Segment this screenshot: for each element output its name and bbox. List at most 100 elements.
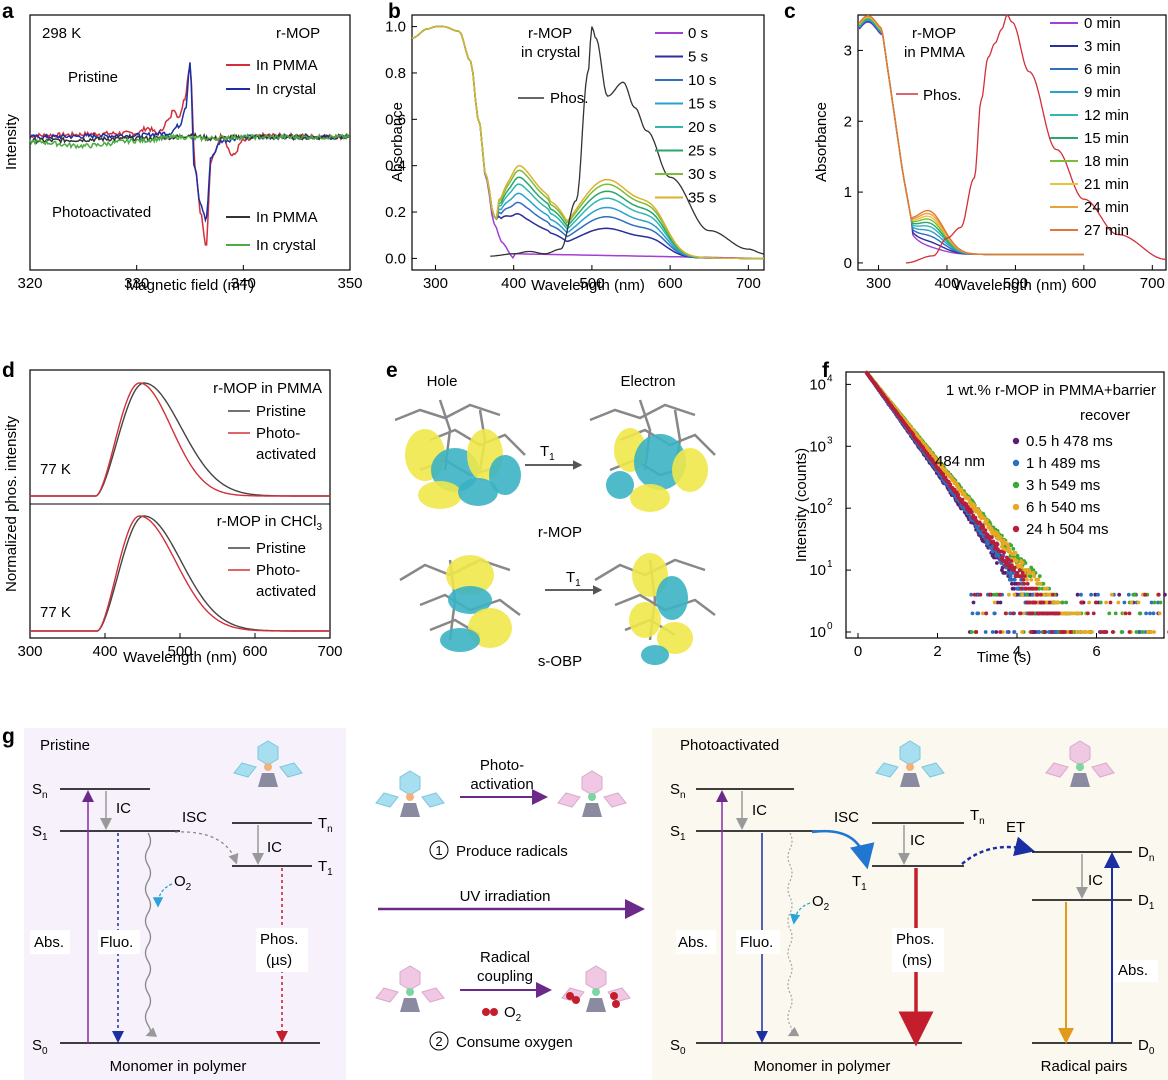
panel-f-legend-title: recover xyxy=(1080,407,1130,424)
label-subscript: 0 xyxy=(1149,1046,1155,1057)
legend-entry: 6 min xyxy=(1084,61,1121,78)
label-et: ET xyxy=(1006,819,1025,836)
data-point xyxy=(1102,630,1107,634)
data-point xyxy=(1007,577,1012,582)
label-ic: IC xyxy=(752,802,767,819)
data-point xyxy=(981,525,986,530)
panel-c-compound: r-MOP xyxy=(912,25,956,42)
data-point xyxy=(998,630,1003,634)
legend-entry: 15 min xyxy=(1084,130,1129,147)
lobe xyxy=(672,448,708,492)
lobe xyxy=(418,481,462,509)
data-point xyxy=(1020,571,1025,575)
tick-label: 1 xyxy=(844,184,852,201)
tick-label: 400 xyxy=(934,275,959,292)
data-point xyxy=(1104,600,1108,605)
data-point xyxy=(1015,571,1020,575)
data-point xyxy=(1149,600,1154,605)
panel-d-bottom-title: r-MOP in CHCl3 xyxy=(217,513,323,533)
tick-label: 700 xyxy=(317,643,342,660)
data-point xyxy=(1060,600,1065,605)
data-point xyxy=(1032,630,1036,634)
panel-a-legend: In PMMA In crystal In PMMA In crystal xyxy=(226,57,318,254)
data-point xyxy=(1011,611,1015,616)
data-point xyxy=(1042,592,1046,597)
orbital-image-sobp-hole xyxy=(399,555,521,652)
tick-label: 1.0 xyxy=(385,19,406,36)
panel-f-frame xyxy=(845,371,1165,639)
panel-b-label: b xyxy=(388,0,401,23)
molecule-icon-activated xyxy=(375,965,445,1012)
data-point xyxy=(1012,586,1016,591)
panel-e-t1-label: T1 xyxy=(540,443,555,463)
tick-label: 2 xyxy=(844,113,852,130)
legend-marker xyxy=(1012,437,1020,445)
data-point xyxy=(1020,561,1025,565)
label-phos: Phos. xyxy=(896,931,934,948)
data-point xyxy=(1044,600,1049,605)
data-point xyxy=(1029,630,1033,634)
legend-entry: Pristine xyxy=(256,540,306,557)
data-point xyxy=(1015,553,1020,558)
series-line-3 xyxy=(29,132,350,150)
legend-entry: 9 min xyxy=(1084,84,1121,101)
legend-entry: In crystal xyxy=(256,81,316,98)
tick-exponent: 1 xyxy=(827,559,833,570)
data-point xyxy=(1006,557,1011,562)
photoactivated-title: Photoactivated xyxy=(680,737,779,754)
tick-label: 600 xyxy=(1071,275,1096,292)
label-subscript: 1 xyxy=(1149,901,1155,912)
label-ic: IC xyxy=(267,839,282,856)
data-point xyxy=(972,503,976,507)
o2-arrow xyxy=(152,883,173,908)
data-point xyxy=(1022,581,1026,586)
panel-d-ylabel: Normalized phos. intensity xyxy=(3,416,20,592)
panel-a: a 320 330 340 350 Magnetic field (mT) Inten… xyxy=(2,0,363,294)
molecule-icon-oxidized xyxy=(561,965,631,1012)
legend-entry: 27 min xyxy=(1084,222,1129,239)
data-point xyxy=(1059,630,1063,634)
phos-line xyxy=(905,14,1167,264)
panel-e-label: e xyxy=(386,359,398,382)
label-fluo: Fluo. xyxy=(100,934,133,951)
label-bg xyxy=(736,930,780,954)
data-point xyxy=(990,630,995,634)
legend-entry: 15 s xyxy=(688,96,716,113)
data-point xyxy=(992,541,996,546)
label-main: O xyxy=(812,893,824,910)
data-point xyxy=(1123,611,1128,616)
label-main: D xyxy=(1138,844,1149,861)
data-point xyxy=(1136,600,1141,605)
data-point xyxy=(1051,592,1055,597)
data-point xyxy=(1031,586,1036,591)
coupling-label-a: Radical xyxy=(480,949,530,966)
data-point xyxy=(1134,630,1139,634)
tick-label: 0.4 xyxy=(385,158,406,175)
label-phos-time: (ms) xyxy=(902,952,932,969)
tick-label: 10 xyxy=(809,624,826,641)
data-point xyxy=(995,542,1000,547)
panel-g-left-bg xyxy=(24,728,346,1080)
panel-c-ticks: 300 400 500 600 700 0 1 2 3 xyxy=(844,42,1165,292)
lobe xyxy=(641,645,669,665)
tick-label: 350 xyxy=(337,275,362,292)
data-point xyxy=(1019,586,1024,591)
data-point xyxy=(1031,571,1036,575)
data-point xyxy=(1012,592,1017,597)
legend-entry: 6 h 540 ms xyxy=(1026,499,1100,516)
tick-label: 330 xyxy=(124,275,149,292)
tick-label: 0.2 xyxy=(385,204,406,221)
isc-arrow xyxy=(174,831,239,865)
data-point xyxy=(1146,630,1151,634)
step2-text: Consume oxygen xyxy=(456,1034,573,1051)
panel-b-ticks: 300 400 500 600 700 0.0 0.2 0.4 0.6 0.8 1.0 xyxy=(385,19,761,292)
label-dn: Dn xyxy=(1138,844,1154,864)
data-point xyxy=(1028,571,1033,575)
panel-c: c 300 400 500 600 700 0 1 2 3 Wavelength (nm) Ab… xyxy=(784,0,1167,294)
phos-line xyxy=(490,26,765,257)
tick-label: 10 xyxy=(809,438,826,455)
data-point xyxy=(941,472,946,477)
panel-b-legend: 0 s 5 s 10 s 15 s 20 s 25 s 30 s 35 s xyxy=(655,25,716,207)
panel-a-frame xyxy=(29,14,351,271)
label-s0: S0 xyxy=(32,1037,48,1057)
